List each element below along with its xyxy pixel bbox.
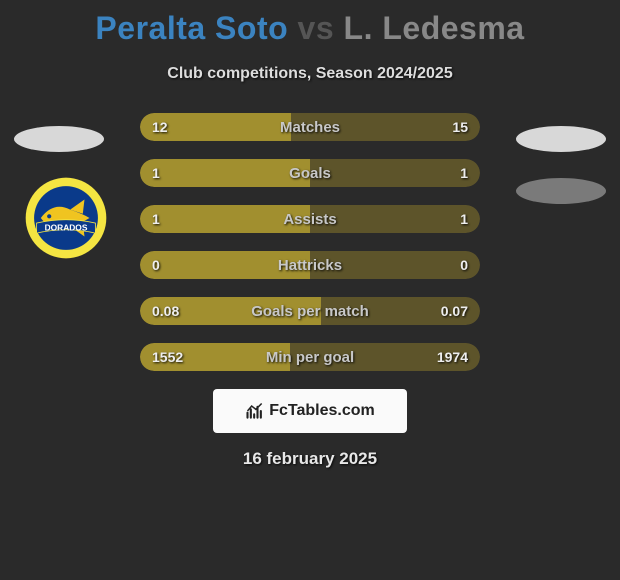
left-placeholder-ellipse xyxy=(14,126,104,152)
player1-name: Peralta Soto xyxy=(95,10,288,46)
stat-bar: 1Assists1 xyxy=(140,205,480,233)
bar-label: Matches xyxy=(140,113,480,141)
bar-label: Goals xyxy=(140,159,480,187)
right-placeholder-ellipse-2 xyxy=(516,178,606,204)
player2-name: L. Ledesma xyxy=(344,10,525,46)
right-placeholder-ellipse-1 xyxy=(516,126,606,152)
stat-bar: 12Matches15 xyxy=(140,113,480,141)
bar-right-value: 15 xyxy=(440,113,480,141)
date-text: 16 february 2025 xyxy=(0,449,620,469)
comparison-title: Peralta Soto vs L. Ledesma xyxy=(0,0,620,47)
bar-right-value: 0.07 xyxy=(429,297,480,325)
bar-right-value: 1 xyxy=(448,159,480,187)
comparison-bars: 12Matches151Goals11Assists10Hattricks00.… xyxy=(140,113,480,371)
subtitle: Club competitions, Season 2024/2025 xyxy=(0,65,620,83)
svg-text:DORADOS: DORADOS xyxy=(45,223,88,233)
footer-badge: FcTables.com xyxy=(213,389,407,433)
stat-bar: 0.08Goals per match0.07 xyxy=(140,297,480,325)
stat-bar: 1552Min per goal1974 xyxy=(140,343,480,371)
chart-icon xyxy=(245,401,265,421)
stat-bar: 0Hattricks0 xyxy=(140,251,480,279)
club-logo: DORADOS xyxy=(24,176,108,260)
stat-bar: 1Goals1 xyxy=(140,159,480,187)
bar-label: Hattricks xyxy=(140,251,480,279)
vs-text: vs xyxy=(298,10,335,46)
footer-text: FcTables.com xyxy=(269,402,375,420)
bar-right-value: 1974 xyxy=(425,343,480,371)
bar-right-value: 1 xyxy=(448,205,480,233)
bar-label: Assists xyxy=(140,205,480,233)
bar-right-value: 0 xyxy=(448,251,480,279)
